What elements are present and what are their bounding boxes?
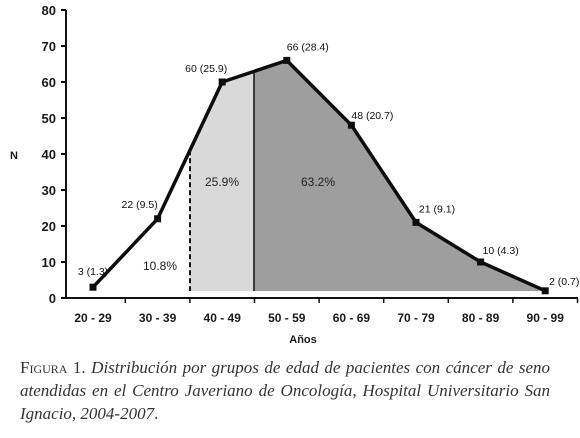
data-label: 21 (9.1) [419, 203, 455, 215]
x-tick-label: 30 - 39 [139, 311, 177, 325]
region-label-3: 63.2% [301, 175, 335, 189]
data-point [218, 78, 226, 86]
age-distribution-chart: 10.8% 25.9% 63.2% 0 10 20 30 40 50 60 70 80 20 - 29… [10, 3, 580, 346]
series-line [89, 56, 549, 295]
y-tick-label: 80 [42, 3, 56, 18]
region-50-99 [254, 60, 546, 292]
y-tick-label: 0 [49, 291, 56, 306]
y-tick-label: 10 [42, 255, 56, 270]
data-point [347, 121, 355, 129]
region-label-1: 10.8% [143, 259, 177, 273]
data-point [412, 218, 420, 226]
x-tick-label: 90 - 99 [527, 311, 565, 325]
region-label-2: 25.9% [205, 175, 239, 189]
y-tick-label: 70 [42, 39, 56, 54]
data-point [154, 215, 162, 223]
figure-number: Figura 1. [20, 358, 86, 377]
data-label: 48 (20.7) [351, 110, 393, 122]
data-point [89, 283, 97, 291]
x-tick-label: 50 - 59 [268, 311, 306, 325]
caption-end: . [154, 404, 159, 423]
data-label: 22 (9.5) [122, 199, 158, 211]
data-label: 60 (25.9) [185, 63, 227, 75]
y-tick-label: 40 [42, 147, 56, 162]
y-tick-label: 20 [42, 219, 56, 234]
figure-caption: Figura 1. Distribución por grupos de eda… [20, 356, 550, 425]
x-tick-label: 70 - 79 [397, 311, 435, 325]
x-axis-label: Años [289, 334, 317, 346]
shaded-regions: 10.8% 25.9% 63.2% [143, 60, 546, 292]
series-line-path [91, 58, 546, 293]
region-40-49 [190, 71, 254, 291]
data-label: 66 (28.4) [287, 41, 329, 53]
data-point [541, 287, 549, 295]
y-tick-label: 50 [42, 111, 56, 126]
y-tick-label: 30 [42, 183, 56, 198]
y-tick-label: 60 [42, 75, 56, 90]
data-labels: 3 (1.3) 22 (9.5) 60 (25.9) 66 (28.4) 48 (20.… [78, 41, 580, 287]
axes: 0 10 20 30 40 50 60 70 80 20 - 29 30 - 39 40 - 49 50… [42, 3, 579, 325]
x-tick-label: 80 - 89 [462, 311, 500, 325]
x-tick-label: 40 - 49 [204, 311, 242, 325]
x-tick-label: 20 - 29 [74, 311, 112, 325]
data-label: 3 (1.3) [78, 266, 108, 278]
x-tick-label: 60 - 69 [333, 311, 371, 325]
data-point [477, 258, 485, 266]
data-label: 2 (0.7) [549, 276, 579, 288]
data-label: 10 (4.3) [483, 245, 519, 257]
data-point [283, 56, 291, 64]
caption-text: Distribución por grupos de edad de pacie… [20, 358, 551, 423]
y-axis-label: N [10, 150, 18, 162]
